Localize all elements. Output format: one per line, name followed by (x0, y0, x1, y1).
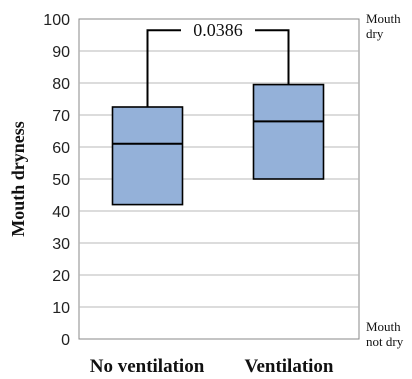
y-tick-label: 30 (52, 236, 70, 253)
y-tick-label: 40 (52, 204, 70, 221)
y-tick-label: 0 (61, 332, 70, 349)
y-tick-label: 10 (52, 300, 70, 317)
y-tick-label: 70 (52, 108, 70, 125)
p-value-label: 0.0386 (193, 20, 243, 40)
right-label-top-line1: Mouth (366, 11, 401, 26)
y-tick-labels: 0 10 20 30 40 50 60 70 80 90 100 (43, 12, 70, 349)
y-tick-label: 60 (52, 140, 70, 157)
significance-bracket (146, 29, 290, 107)
right-label-bottom-line2: not dry (366, 334, 404, 349)
boxes (111, 83, 325, 206)
category-label-ventilation: Ventilation (244, 356, 333, 377)
box-ventilation (252, 83, 325, 180)
y-axis-title: Mouth dryness (8, 121, 28, 237)
y-tick-label: 20 (52, 268, 70, 285)
y-tick-label: 100 (43, 12, 70, 29)
right-label-bottom-line1: Mouth (366, 319, 401, 334)
y-tick-label: 90 (52, 44, 70, 61)
box-no-ventilation (111, 106, 184, 206)
category-label-no-ventilation: No ventilation (90, 356, 205, 377)
right-label-top-line2: dry (366, 26, 384, 41)
significance-bracket-group: 0.0386 (146, 20, 290, 107)
y-tick-label: 50 (52, 172, 70, 189)
y-tick-label: 80 (52, 76, 70, 93)
